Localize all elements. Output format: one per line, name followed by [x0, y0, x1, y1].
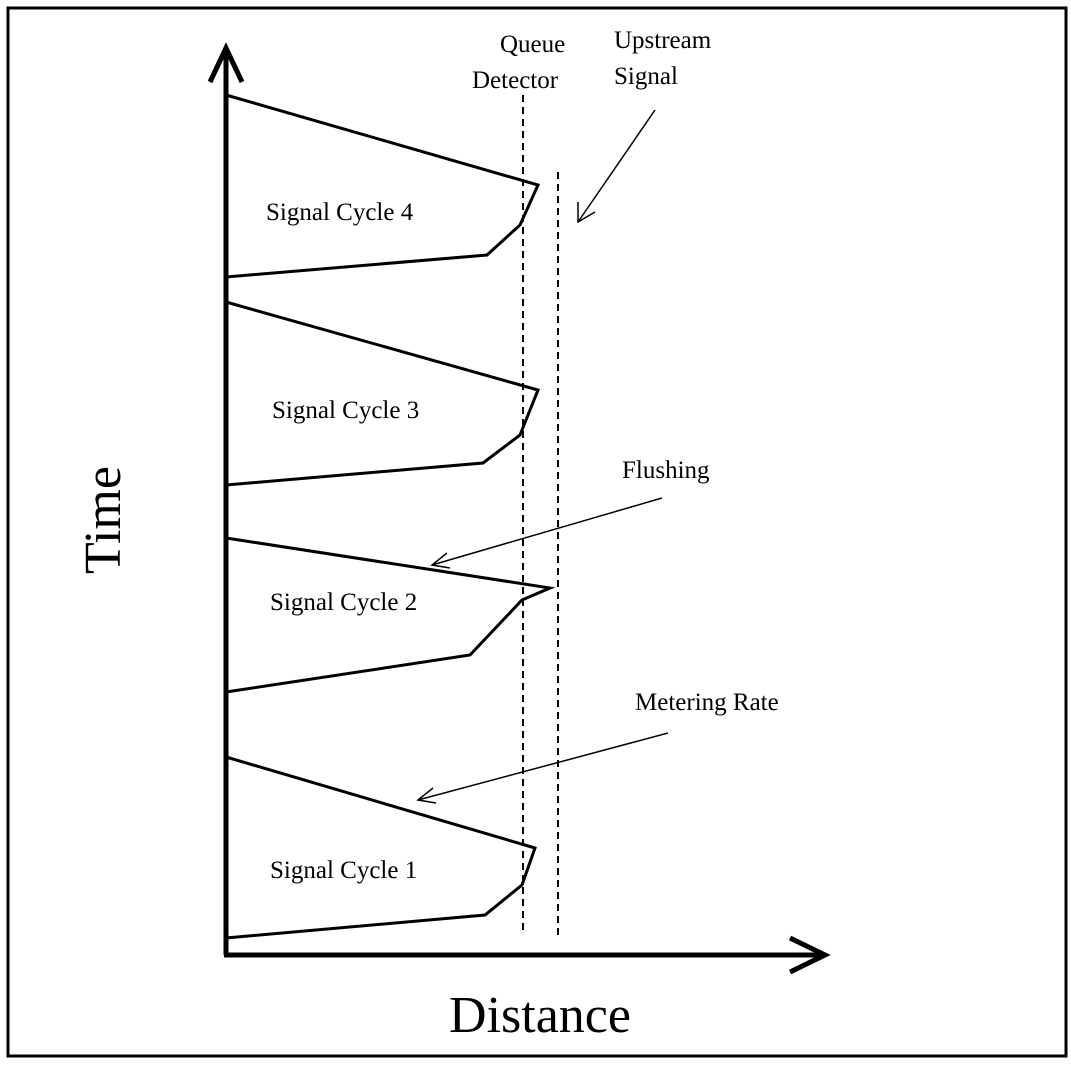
pointer [431, 497, 663, 566]
annotation: Metering Rate [635, 689, 779, 716]
pointer-head [577, 202, 596, 224]
pointer-head [430, 552, 451, 569]
cycle-shape [225, 300, 541, 487]
annotation: Signal [614, 63, 678, 90]
cycle-label: Signal Cycle 2 [270, 589, 417, 616]
annotation: Upstream [614, 27, 712, 54]
cycle-shape [225, 755, 537, 940]
pointer-head [416, 787, 437, 804]
distance-arrow [788, 935, 831, 975]
pointer [417, 732, 669, 801]
annotation: Flushing [622, 457, 710, 484]
cycle-label: Signal Cycle 4 [266, 199, 414, 226]
x-axis-label: Distance [449, 987, 631, 1044]
cycle-label: Signal Cycle 3 [272, 397, 419, 424]
y-axis-label: Time [75, 466, 132, 574]
annotation: Queue [500, 31, 565, 58]
cycle-shape [225, 93, 541, 279]
annotation: Detector [472, 67, 559, 94]
cycle-label: Signal Cycle 1 [270, 857, 417, 884]
time-arrow [207, 42, 245, 84]
pointer [577, 109, 656, 223]
frame [6, 6, 1068, 1058]
